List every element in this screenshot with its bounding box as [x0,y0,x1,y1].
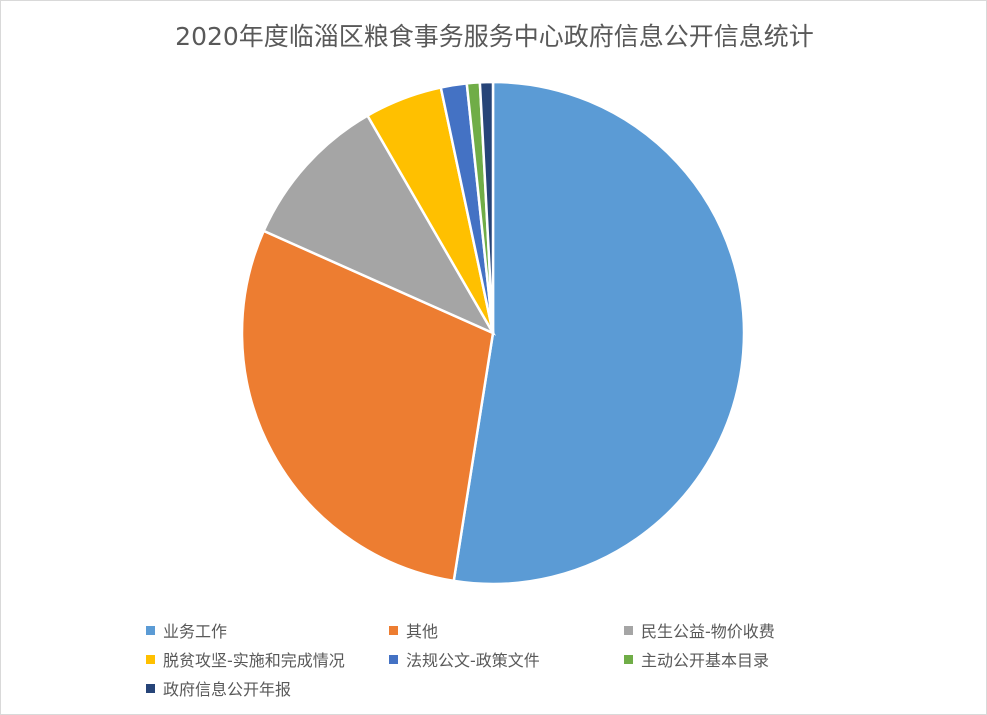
legend-item: 法规公文-政策文件 [389,647,540,671]
legend-label: 业务工作 [163,622,228,641]
legend-item: 业务工作 [146,618,227,642]
legend-swatch [146,625,155,635]
legend-swatch [146,683,155,693]
pie-slice-6 [478,80,495,334]
legend-swatch [624,625,633,635]
pie-slice-2 [262,113,497,336]
legend-swatch [389,625,398,635]
legend-swatch [146,654,155,664]
pie-slice-0 [452,80,746,586]
legend-swatch [624,654,633,664]
chart-title: 2020年度临淄区粮食事务服务中心政府信息公开信息统计 [175,22,814,51]
legend-swatch [389,654,398,664]
legend-label: 政府信息公开年报 [163,680,292,699]
legend-item: 政府信息公开年报 [146,676,291,700]
legend-item: 民生公益-物价收费 [624,618,775,642]
legend-item: 主动公开基本目录 [624,647,769,671]
legend-item: 其他 [389,618,438,642]
legend-label: 其他 [406,622,439,641]
pie-slice-1 [240,229,495,583]
legend-item: 脱贫攻坚-实施和完成情况 [146,647,345,671]
legend-label: 主动公开基本目录 [641,651,770,670]
legend-label: 法规公文-政策文件 [406,651,540,670]
legend-label: 民生公益-物价收费 [641,622,775,641]
legend-label: 脱贫攻坚-实施和完成情况 [163,651,345,670]
